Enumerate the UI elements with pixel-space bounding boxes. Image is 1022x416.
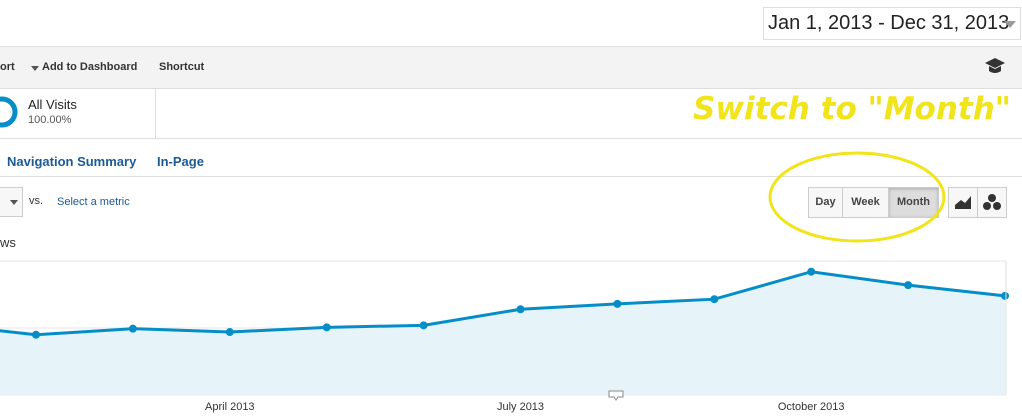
motion-chart-button[interactable] [977,187,1007,218]
segment-percent: 100.00% [28,114,72,126]
segment-donut [0,96,18,128]
point [32,330,40,339]
point [225,328,234,337]
tab[interactable]: In-Page [157,154,204,169]
point [322,323,331,332]
line-icon [955,196,971,209]
point [904,281,913,290]
point [807,267,816,276]
segment: All Visits 100.00% [0,88,156,138]
dropdown-arrow [10,200,18,205]
bubble-icon [983,194,1001,210]
toolbar: ort Add to Dashboard Shortcut [0,46,1022,89]
point [710,295,719,304]
add-dashboard-button[interactable]: Add to Dashboard [42,61,138,73]
point [613,299,622,308]
select-metric-link[interactable]: Select a metric [57,196,130,208]
date-range-text: Jan 1, 2013 - Dec 31, 2013 [768,12,1010,34]
point [1001,291,1009,300]
dropdown-arrow [31,66,39,71]
point [516,305,525,314]
segment-name: All Visits [28,97,77,112]
area [0,271,1005,395]
x-tick-label: July 2013 [497,401,544,413]
tab[interactable]: Navigation Summary [7,154,137,169]
help-icon[interactable] [984,57,1006,75]
line [0,270,1006,337]
x-tick-label: April 2013 [205,401,255,413]
vs-label: vs. [29,195,44,207]
dropdown-arrow [1004,21,1016,28]
x-tick-label: October 2013 [778,401,845,413]
line-chart-button[interactable] [948,187,978,218]
metric-dropdown[interactable] [0,187,23,217]
point [419,321,428,330]
y-axis-label: ws [0,235,16,250]
period-button[interactable]: Day [808,187,843,218]
shortcut-button[interactable]: Shortcut [159,61,205,73]
divider [0,176,1022,177]
annotation: Switch to "Month" [693,91,1011,127]
annotation-icon [608,390,624,401]
period-button[interactable]: Month [888,187,939,218]
divider [0,138,1022,139]
date-range[interactable]: Jan 1, 2013 - Dec 31, 2013 [763,7,1021,40]
point [128,324,137,333]
period-button[interactable]: Week [842,187,889,218]
export-button[interactable]: ort [0,61,15,73]
